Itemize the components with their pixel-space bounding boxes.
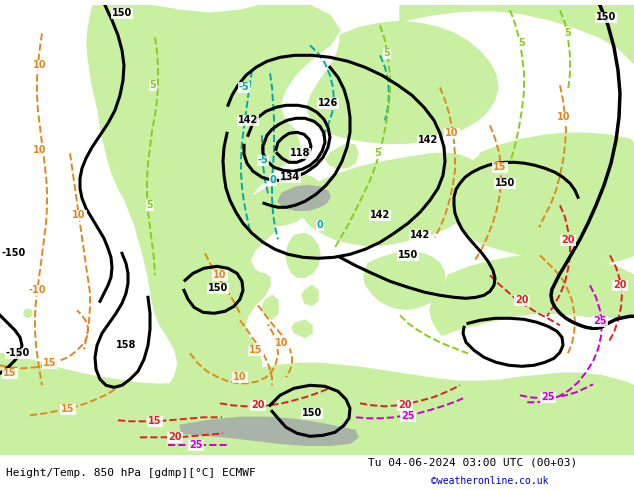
Text: 142: 142 [410,230,430,240]
Polygon shape [286,233,320,277]
Text: 118: 118 [290,148,310,158]
Text: 150: 150 [596,12,616,23]
Text: 0: 0 [269,175,276,185]
Text: 15: 15 [148,416,162,426]
Text: 25: 25 [593,317,607,326]
Text: 20: 20 [515,295,529,305]
Polygon shape [364,251,445,309]
Text: 5: 5 [375,148,382,158]
Polygon shape [180,417,358,445]
Text: 20: 20 [398,400,411,410]
Text: 20: 20 [561,235,575,245]
Text: 150: 150 [398,250,418,260]
Polygon shape [446,133,634,265]
Text: 5: 5 [146,200,153,210]
Text: 10: 10 [33,60,47,70]
Text: ©weatheronline.co.uk: ©weatheronline.co.uk [431,476,548,486]
Text: 25: 25 [541,392,555,402]
Text: 15: 15 [43,358,57,368]
Text: 10: 10 [557,112,571,122]
Text: 150: 150 [302,408,322,418]
Text: 142: 142 [370,210,390,221]
Text: 10: 10 [213,270,227,280]
Text: 15: 15 [3,368,16,378]
Text: 5: 5 [150,80,157,90]
Text: -10: -10 [29,285,46,295]
Polygon shape [258,273,270,289]
Polygon shape [302,285,318,305]
Polygon shape [400,5,634,63]
Text: 10: 10 [72,210,86,221]
Text: 0: 0 [316,220,323,230]
Text: 10: 10 [233,372,247,382]
Text: Height/Temp. 850 hPa [gdmp][°C] ECMWF: Height/Temp. 850 hPa [gdmp][°C] ECMWF [6,468,256,478]
Text: -150: -150 [6,348,30,358]
Text: 20: 20 [251,400,265,410]
Text: 5: 5 [565,28,571,38]
Text: Tu 04-06-2024 03:00 UTC (00+03): Tu 04-06-2024 03:00 UTC (00+03) [368,458,577,468]
Text: 142: 142 [238,115,258,125]
Text: 5: 5 [384,49,391,58]
Text: 25: 25 [190,441,203,450]
Text: 150: 150 [208,283,228,294]
Text: 150: 150 [495,178,515,188]
Text: 134: 134 [280,172,300,182]
Text: 20: 20 [613,280,627,290]
Polygon shape [326,143,358,168]
Polygon shape [278,185,330,210]
Text: -5: -5 [238,82,249,92]
Polygon shape [242,175,322,225]
Text: 142: 142 [418,135,438,146]
Text: 15: 15 [61,404,75,415]
Text: -5: -5 [257,155,268,165]
Polygon shape [292,320,312,337]
Circle shape [24,309,32,318]
Polygon shape [162,244,250,295]
Polygon shape [186,163,210,187]
Text: 20: 20 [168,432,182,442]
Text: 158: 158 [116,340,136,350]
Text: 126: 126 [318,98,338,108]
Polygon shape [308,21,498,143]
Polygon shape [262,295,278,319]
Polygon shape [430,255,634,335]
Text: 10: 10 [445,128,459,138]
Polygon shape [200,103,245,153]
Text: 15: 15 [493,162,507,172]
Text: 150: 150 [112,8,132,18]
Text: -150: -150 [2,248,26,258]
Text: 25: 25 [401,411,415,421]
Polygon shape [87,5,340,455]
Polygon shape [300,153,486,245]
Polygon shape [0,353,634,455]
Text: 15: 15 [249,345,262,355]
Text: 10: 10 [275,338,288,348]
Text: 10: 10 [33,146,47,155]
Polygon shape [212,148,235,167]
Text: 5: 5 [519,38,526,49]
